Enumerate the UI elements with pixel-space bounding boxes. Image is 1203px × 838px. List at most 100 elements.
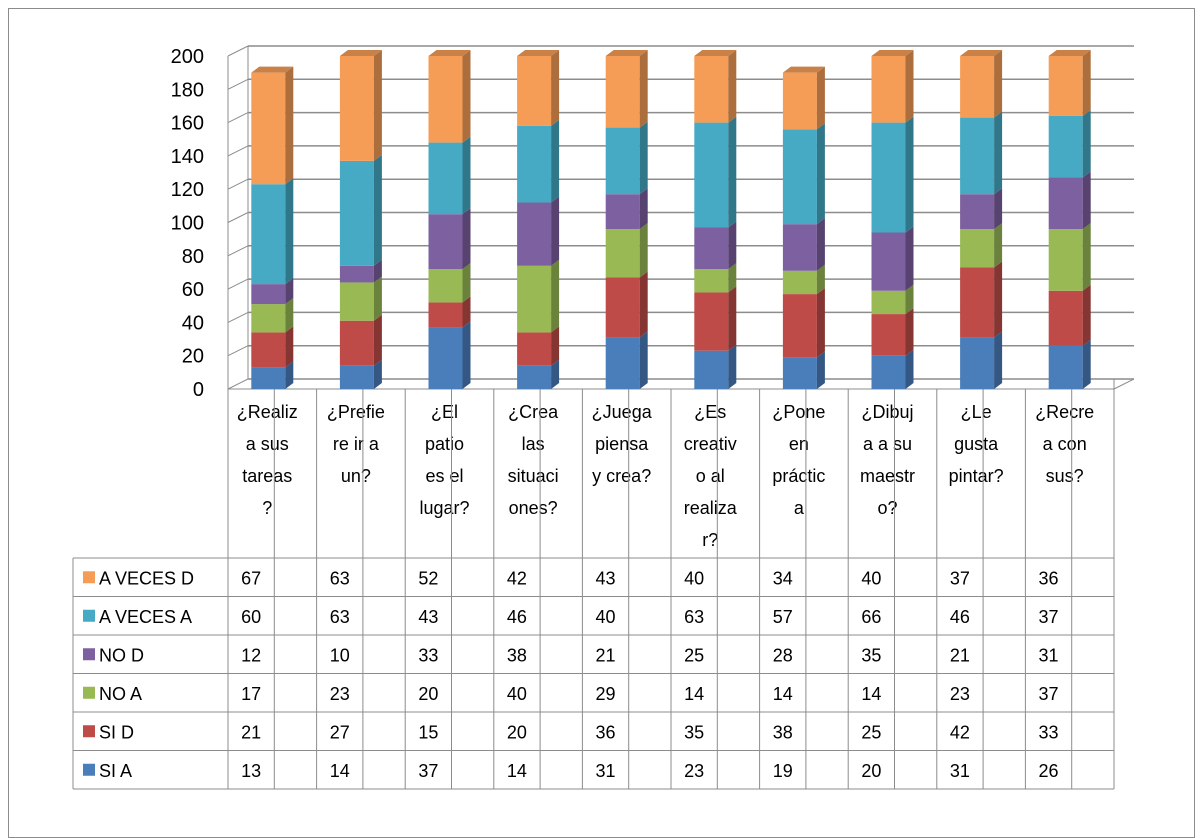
category-label: un? [341, 466, 371, 486]
table-cell-value: 14 [507, 761, 527, 781]
table-cell-value: 23 [684, 761, 704, 781]
gridline-depth [227, 112, 249, 124]
bar-side [551, 50, 560, 126]
bar-side [639, 331, 648, 389]
gridline-depth [227, 45, 249, 57]
gridline-depth [227, 278, 249, 290]
bar-segment [339, 265, 374, 283]
bar-segment [251, 284, 286, 305]
bar-segment [517, 202, 552, 266]
series-name: SI A [99, 761, 132, 781]
bar-top [251, 66, 294, 73]
bar-segment [694, 56, 729, 123]
bar-side [816, 66, 825, 130]
table-cell-value: 36 [596, 722, 616, 742]
category-label: re ir a [333, 434, 380, 454]
bar-segment [251, 72, 286, 185]
series-name: NO D [99, 645, 144, 665]
bar-segment [428, 269, 463, 303]
bar-segment [694, 350, 729, 389]
table-cell-value: 63 [330, 568, 350, 588]
table-cell-value: 23 [950, 684, 970, 704]
legend-key [83, 763, 95, 776]
bar-segment [605, 127, 640, 195]
bar-side [551, 119, 560, 203]
bar-side [816, 218, 825, 271]
bar-segment [428, 56, 463, 143]
table-cell-value: 19 [773, 761, 793, 781]
table-cell-value: 46 [950, 607, 970, 627]
bar-side [462, 136, 471, 215]
gridline-depth [227, 245, 249, 257]
gridline-depth [227, 78, 249, 90]
bar-side [373, 359, 382, 389]
bar-side [373, 154, 382, 266]
table-cell-value: 12 [241, 645, 261, 665]
category-label: pintar? [949, 466, 1004, 486]
bar-side [462, 208, 471, 270]
gridline-depth [227, 311, 249, 323]
series-name: SI D [99, 722, 134, 742]
table-cell-value: 42 [507, 568, 527, 588]
bar-side [551, 359, 560, 389]
table-cell-value: 42 [950, 722, 970, 742]
table-cell-value: 35 [684, 722, 704, 742]
bar-segment [960, 56, 995, 118]
bar-segment [339, 320, 374, 366]
category-label: creativ [684, 434, 737, 454]
category-label: ones? [509, 498, 558, 518]
category-label: ¿Juega [592, 402, 653, 422]
bar-side [462, 50, 471, 143]
table-cell-value: 29 [596, 684, 616, 704]
table-cell-value: 37 [418, 761, 438, 781]
category-label: y crea? [592, 466, 651, 486]
table-cell-value: 43 [418, 607, 438, 627]
table-cell-value: 33 [418, 645, 438, 665]
bar-segment [1048, 290, 1083, 346]
bar-side [639, 188, 648, 230]
y-tick-label: 120 [171, 179, 204, 201]
table-cell-value: 13 [241, 761, 261, 781]
series-name: A VECES A [99, 607, 192, 627]
category-labels: ¿Realiz a sus tareas? ¿Prefie re ir a un? ¿El p… [237, 402, 1094, 550]
bar-side [816, 351, 825, 389]
bar-segment [517, 56, 552, 126]
data-table: A VECES D 67 63 52 42 43 40 34 40 37 36 A VECES A 60… [72, 379, 1115, 790]
bar-segment [871, 290, 906, 315]
table-cell-value: 33 [1039, 722, 1059, 742]
bar-segment [339, 160, 374, 266]
table-cell-value: 66 [861, 607, 881, 627]
bar-side [462, 263, 471, 303]
table-cell-value: 14 [330, 761, 350, 781]
bar-side [994, 331, 1003, 389]
y-axis-ticks: 0 20 40 60 80 100 120 140 160 180 200 [171, 46, 204, 401]
bar-side [285, 66, 294, 185]
table-cell-value: 37 [1039, 684, 1059, 704]
category-label: ¿Pone [772, 402, 825, 422]
bar-side [905, 308, 914, 356]
bar-segment [339, 365, 374, 389]
bar-side [1082, 339, 1091, 389]
bar-segment [1048, 115, 1083, 178]
bar-segment [960, 267, 995, 338]
table-cell-value: 28 [773, 645, 793, 665]
bar-top [782, 66, 825, 73]
category-label: ¿Le [961, 402, 992, 422]
category-label: gusta [954, 434, 999, 454]
bar-segment [1048, 56, 1083, 116]
bar-top [428, 50, 471, 56]
table-cell-value: 38 [773, 722, 793, 742]
bar-segment [517, 265, 552, 333]
series-name: A VECES D [99, 568, 194, 588]
bar-side [994, 261, 1003, 338]
table-cell-value: 52 [418, 568, 438, 588]
table-cell-value: 40 [596, 607, 616, 627]
bar-segment [428, 327, 463, 389]
table-cell-value: 14 [861, 684, 881, 704]
table-cell-value: 15 [418, 722, 438, 742]
bar-side [462, 296, 471, 328]
bar-segment [605, 194, 640, 230]
bar-side [551, 326, 560, 366]
bar-side [905, 116, 914, 233]
bar-side [373, 314, 382, 366]
